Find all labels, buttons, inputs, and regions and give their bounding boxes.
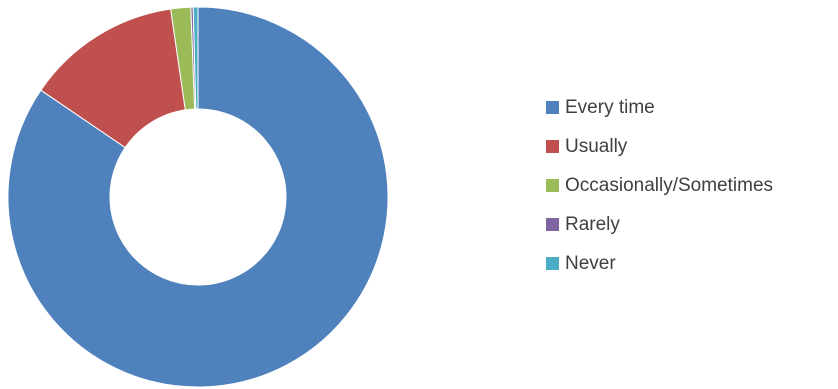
- legend-item-rarely: Rarely: [546, 205, 836, 244]
- legend-item-occasionally-sometimes: Occasionally/Sometimes: [546, 166, 836, 205]
- legend-swatch-rarely: [546, 218, 559, 231]
- legend-label-rarely: Rarely: [565, 213, 620, 235]
- legend-item-never: Never: [546, 244, 836, 283]
- legend-label-occasionally-sometimes: Occasionally/Sometimes: [565, 174, 774, 196]
- legend-swatch-occasionally-sometimes: [546, 179, 559, 192]
- legend-item-every-time: Every time: [546, 88, 836, 127]
- donut-plot: [7, 6, 389, 388]
- legend-swatch-every-time: [546, 101, 559, 114]
- legend-swatch-never: [546, 257, 559, 270]
- legend-label-never: Never: [565, 252, 616, 274]
- slice-never: [192, 6, 199, 110]
- legend-swatch-usually: [546, 140, 559, 153]
- chart-legend: Every time Usually Occasionally/Sometimes R…: [546, 88, 836, 283]
- legend-item-usually: Usually: [546, 127, 836, 166]
- slice-every-time: [7, 6, 389, 388]
- legend-label-every-time: Every time: [565, 96, 655, 118]
- legend-label-usually: Usually: [565, 135, 628, 157]
